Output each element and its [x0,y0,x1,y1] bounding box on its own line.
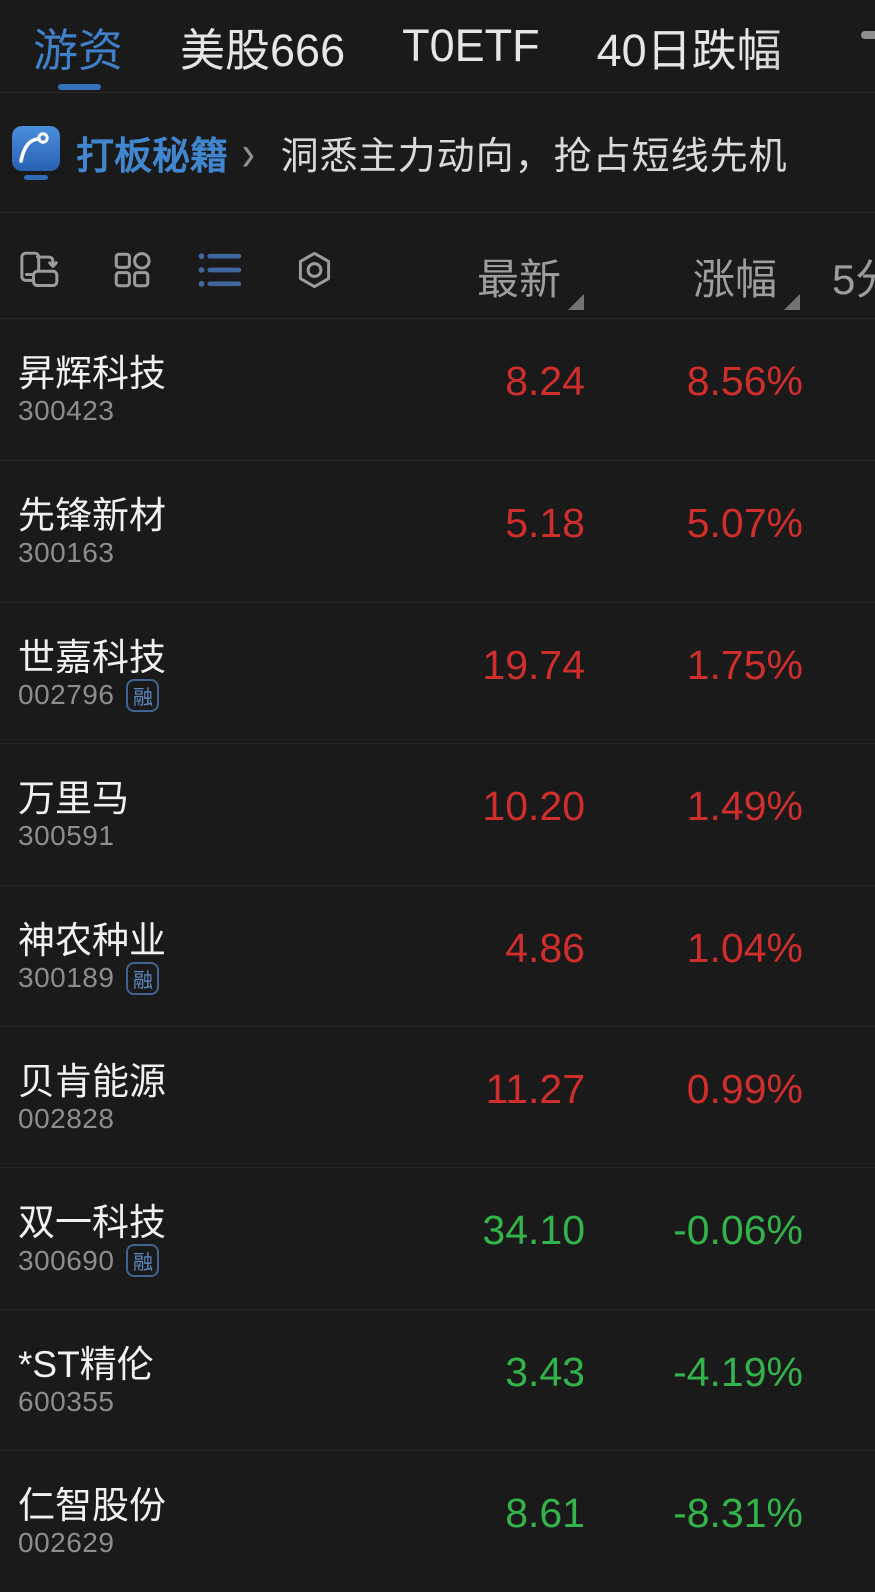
banner-subtitle: 洞悉主力动向，抢占短线先机 [280,136,788,178]
stock-name: 万里马 [18,778,129,820]
stock-meta: 002796 融 [18,678,160,712]
stock-code: 300690 [18,1244,115,1276]
stock-meta: 002629 [18,1527,114,1559]
stock-row[interactable]: 世嘉科技 002796 融 19.74 1.75% [0,601,875,743]
stock-name: *ST精伦 [18,1343,154,1385]
stock-name: 贝肯能源 [18,1060,166,1102]
stock-meta: 300423 [18,395,114,427]
margin-trading-badge: 融 [126,1244,160,1278]
stock-change: 5.07% [686,500,803,547]
stock-list: 昇辉科技 300423 8.24 8.56% 先锋新材 300163 5.18 … [0,319,875,1591]
stock-code: 002796 [18,679,115,711]
stock-meta: 600355 [18,1386,114,1418]
stock-price: 34.10 [482,1207,585,1254]
trend-chart-icon [10,124,62,182]
tab-youzi[interactable]: 游资 [33,24,124,76]
active-tab-underline [58,84,101,90]
column-header-5min-label: 5分 [832,256,875,303]
stock-row[interactable]: 万里马 300591 10.20 1.49% [0,743,875,884]
stock-code: 002629 [18,1527,115,1559]
stock-meta: 300189 融 [18,961,160,995]
stock-change: 1.49% [686,783,803,830]
stock-price: 5.18 [505,500,585,547]
margin-trading-badge: 融 [126,678,160,712]
stock-meta: 300163 [18,537,114,569]
stock-change: 0.99% [686,1065,803,1112]
stock-price: 19.74 [482,641,585,688]
stock-name: 双一科技 [18,1202,166,1244]
stock-change: 8.56% [686,358,803,404]
stock-price: 10.20 [482,783,585,830]
list-view-icon[interactable] [196,249,243,296]
column-header-5min[interactable]: 5分 [832,246,875,307]
stock-price: 11.27 [485,1065,585,1112]
stock-price: 8.61 [505,1490,585,1537]
chevron-right-icon: › [241,124,256,181]
stock-row[interactable]: 双一科技 300690 融 34.10 -0.06% [0,1167,875,1308]
stock-row[interactable]: 贝肯能源 002828 11.27 0.99% [0,1025,875,1167]
column-header-latest-label: 最新 [476,256,561,303]
stock-name: 神农种业 [18,919,166,961]
column-header-change[interactable]: 涨幅 [692,246,800,310]
stock-change: -0.06% [673,1207,803,1254]
sort-triangle-icon [784,294,800,310]
tab-meigu666[interactable]: 美股666 [180,24,346,76]
stock-code: 300591 [18,820,115,852]
stock-row[interactable]: 神农种业 300189 融 4.86 1.04% [0,884,875,1026]
stock-price: 4.86 [505,924,585,971]
stock-code: 300423 [18,395,115,426]
stock-price: 3.43 [505,1348,585,1395]
top-tab-bar: 游资 美股666 T0ETF 40日跌幅 [0,0,875,93]
stock-code: 300163 [18,537,115,569]
stock-meta: 002828 [18,1103,114,1135]
stock-row[interactable]: 昇辉科技 300423 8.24 8.56% [0,319,875,460]
stock-row[interactable]: 仁智股份 002629 8.61 -8.31% [0,1450,875,1591]
tab-t0etf[interactable]: T0ETF [402,20,540,71]
sort-triangle-icon [568,294,584,310]
stock-name: 仁智股份 [18,1485,166,1527]
settings-icon[interactable] [294,249,335,296]
stock-change: -8.31% [673,1490,803,1537]
banner-title: 打板秘籍 [76,136,229,178]
stock-code: 600355 [18,1385,115,1417]
stock-meta: 300591 [18,820,114,852]
promo-banner[interactable]: 打板秘籍 › 洞悉主力动向，抢占短线先机 [0,93,875,213]
clipped-edge-icon[interactable] [861,31,875,39]
stock-name: 先锋新材 [18,495,166,537]
column-header-change-label: 涨幅 [692,256,777,303]
grid-view-icon[interactable] [110,249,154,296]
stock-change: -4.19% [673,1348,803,1395]
stock-meta: 300690 融 [18,1244,160,1278]
stock-name: 昇辉科技 [18,353,166,394]
stock-row[interactable]: *ST精伦 600355 3.43 -4.19% [0,1308,875,1450]
list-toolbar: 最新 涨幅 5分 [0,213,875,319]
switch-orientation-icon[interactable] [18,249,62,296]
column-header-latest[interactable]: 最新 [476,246,584,310]
tab-40day-drop[interactable]: 40日跌幅 [596,24,782,76]
stock-code: 002828 [18,1102,115,1134]
stock-price: 8.24 [505,358,585,404]
stock-row[interactable]: 先锋新材 300163 5.18 5.07% [0,460,875,601]
margin-trading-badge: 融 [126,961,160,995]
stock-code: 300189 [18,962,115,994]
stock-change: 1.75% [686,641,803,688]
stock-change: 1.04% [686,924,803,971]
stock-name: 世嘉科技 [18,636,166,678]
